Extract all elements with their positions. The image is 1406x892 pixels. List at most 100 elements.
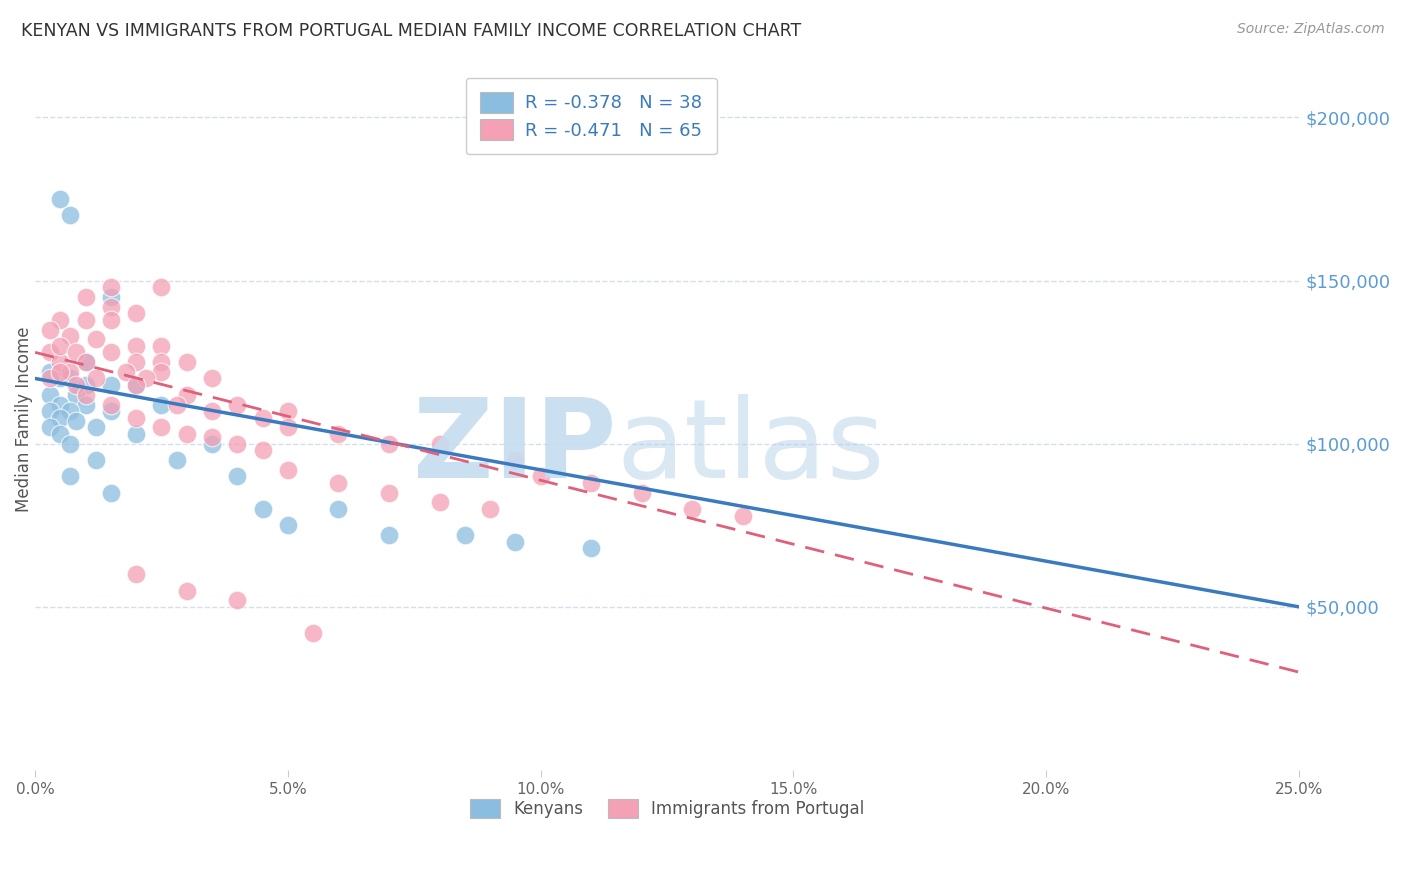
Point: [226, 398, 249, 412]
Point: [49, 426, 72, 441]
Point: [378, 528, 401, 542]
Point: [49, 371, 72, 385]
Point: [39, 404, 62, 418]
Point: [84, 453, 107, 467]
Point: [75, 355, 97, 369]
Point: [100, 378, 122, 392]
Point: [65, 388, 87, 402]
Point: [125, 426, 148, 441]
Point: [135, 371, 157, 385]
Point: [100, 280, 122, 294]
Point: [378, 485, 401, 500]
Point: [150, 420, 173, 434]
Point: [125, 355, 148, 369]
Point: [49, 355, 72, 369]
Point: [49, 312, 72, 326]
Point: [176, 583, 198, 598]
Text: Source: ZipAtlas.com: Source: ZipAtlas.com: [1237, 22, 1385, 37]
Point: [125, 410, 148, 425]
Point: [100, 345, 122, 359]
Point: [59, 371, 82, 385]
Point: [100, 290, 122, 304]
Point: [454, 528, 477, 542]
Point: [681, 502, 703, 516]
Point: [176, 388, 198, 402]
Point: [75, 355, 97, 369]
Point: [166, 453, 188, 467]
Point: [125, 339, 148, 353]
Point: [100, 300, 122, 314]
Point: [302, 626, 325, 640]
Point: [226, 469, 249, 483]
Point: [75, 290, 97, 304]
Point: [226, 593, 249, 607]
Point: [65, 345, 87, 359]
Point: [252, 502, 274, 516]
Point: [59, 208, 82, 222]
Point: [429, 495, 451, 509]
Point: [277, 518, 299, 533]
Point: [49, 339, 72, 353]
Point: [75, 378, 97, 392]
Point: [505, 534, 527, 549]
Point: [65, 414, 87, 428]
Point: [150, 355, 173, 369]
Point: [579, 475, 602, 490]
Point: [39, 420, 62, 434]
Point: [378, 436, 401, 450]
Point: [201, 430, 224, 444]
Point: [328, 502, 350, 516]
Point: [125, 306, 148, 320]
Point: [328, 475, 350, 490]
Point: [479, 502, 502, 516]
Point: [39, 371, 62, 385]
Point: [201, 371, 224, 385]
Point: [49, 410, 72, 425]
Point: [201, 404, 224, 418]
Point: [39, 388, 62, 402]
Point: [125, 378, 148, 392]
Point: [75, 398, 97, 412]
Point: [39, 365, 62, 379]
Point: [84, 332, 107, 346]
Point: [100, 398, 122, 412]
Point: [49, 365, 72, 379]
Point: [530, 469, 553, 483]
Point: [100, 485, 122, 500]
Point: [630, 485, 652, 500]
Point: [125, 378, 148, 392]
Text: KENYAN VS IMMIGRANTS FROM PORTUGAL MEDIAN FAMILY INCOME CORRELATION CHART: KENYAN VS IMMIGRANTS FROM PORTUGAL MEDIA…: [21, 22, 801, 40]
Point: [115, 365, 138, 379]
Point: [505, 453, 527, 467]
Point: [49, 192, 72, 206]
Point: [100, 312, 122, 326]
Y-axis label: Median Family Income: Median Family Income: [15, 326, 32, 512]
Point: [39, 322, 62, 336]
Point: [49, 398, 72, 412]
Point: [39, 345, 62, 359]
Point: [59, 404, 82, 418]
Point: [75, 312, 97, 326]
Point: [176, 426, 198, 441]
Point: [59, 436, 82, 450]
Point: [65, 378, 87, 392]
Point: [84, 371, 107, 385]
Point: [59, 329, 82, 343]
Point: [59, 365, 82, 379]
Point: [731, 508, 754, 523]
Point: [150, 280, 173, 294]
Point: [579, 541, 602, 556]
Point: [226, 436, 249, 450]
Point: [252, 443, 274, 458]
Point: [176, 355, 198, 369]
Point: [75, 388, 97, 402]
Point: [201, 436, 224, 450]
Point: [84, 420, 107, 434]
Point: [277, 420, 299, 434]
Point: [150, 398, 173, 412]
Legend: Kenyans, Immigrants from Portugal: Kenyans, Immigrants from Portugal: [463, 792, 872, 825]
Point: [166, 398, 188, 412]
Point: [125, 567, 148, 582]
Point: [328, 426, 350, 441]
Point: [100, 404, 122, 418]
